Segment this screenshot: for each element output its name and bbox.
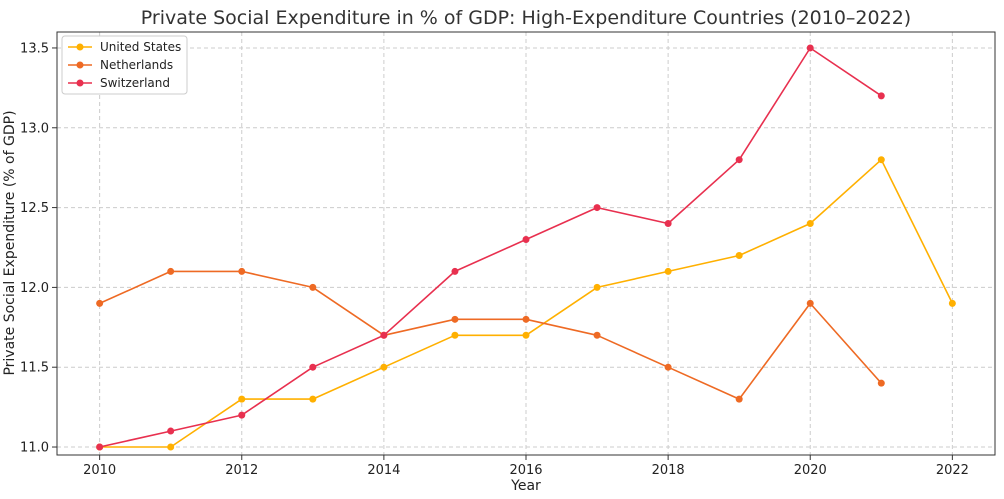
legend-label: Netherlands [100, 58, 173, 72]
data-point-switzerland [877, 92, 885, 100]
data-point-switzerland [451, 267, 459, 275]
y-tick-label: 12.0 [20, 281, 49, 296]
data-point-netherlands [167, 267, 175, 275]
x-tick-label: 2012 [225, 463, 258, 478]
data-point-netherlands [309, 283, 317, 291]
data-point-switzerland [96, 443, 104, 451]
x-tick-label: 2020 [794, 463, 827, 478]
y-tick-label: 11.5 [20, 361, 49, 376]
data-point-switzerland [380, 331, 388, 339]
data-point-united-states [238, 395, 246, 403]
data-point-netherlands [593, 331, 601, 339]
data-point-netherlands [96, 299, 104, 307]
y-tick-label: 12.5 [20, 201, 49, 216]
data-point-netherlands [664, 363, 672, 371]
grid [57, 32, 995, 455]
x-axis-label: Year [510, 478, 541, 494]
data-point-netherlands [451, 315, 459, 323]
data-point-united-states [948, 299, 956, 307]
data-point-switzerland [664, 220, 672, 228]
legend-swatch-marker [76, 43, 84, 51]
data-point-netherlands [877, 379, 885, 387]
series-netherlands [96, 267, 885, 403]
x-tick-label: 2016 [509, 463, 542, 478]
legend-item-switzerland: Switzerland [68, 76, 170, 90]
data-point-united-states [877, 156, 885, 164]
y-tick-label: 11.0 [20, 441, 49, 456]
x-tick-label: 2022 [936, 463, 969, 478]
data-point-united-states [451, 331, 459, 339]
legend-swatch-marker [76, 79, 84, 87]
series-switzerland [96, 44, 885, 451]
y-tick-label: 13.0 [20, 121, 49, 136]
series-layer [96, 44, 956, 451]
data-point-switzerland [522, 236, 530, 244]
data-point-united-states [309, 395, 317, 403]
y-axis-label: Private Social Expenditure (% of GDP) [2, 110, 18, 375]
legend-label: United States [100, 40, 181, 54]
legend-label: Switzerland [100, 76, 170, 90]
data-point-united-states [522, 331, 530, 339]
data-point-switzerland [806, 44, 814, 52]
series-line-netherlands [99, 270, 882, 400]
legend-item-netherlands: Netherlands [68, 58, 173, 72]
legend-box [61, 35, 188, 95]
legend: United States Netherlands Switzerland [61, 35, 188, 95]
legend-item-united-states: United States [68, 40, 181, 54]
axis-ticks: 2010 2012 2014 2016 2018 2020 2022 11.0 11.5 12.0… [20, 41, 969, 478]
data-point-netherlands [522, 315, 530, 323]
x-tick-label: 2014 [367, 463, 400, 478]
x-tick-label: 2010 [83, 463, 116, 478]
legend-swatch-marker [76, 61, 84, 69]
data-point-united-states [735, 251, 743, 259]
data-point-united-states [664, 267, 672, 275]
data-point-switzerland [593, 204, 601, 212]
data-point-switzerland [238, 411, 246, 419]
data-point-united-states [806, 220, 814, 228]
data-point-netherlands [238, 267, 246, 275]
y-tick-label: 13.5 [20, 41, 49, 56]
data-point-netherlands [735, 395, 743, 403]
x-tick-label: 2018 [652, 463, 685, 478]
data-point-switzerland [167, 427, 175, 435]
data-point-united-states [593, 283, 601, 291]
data-point-united-states [167, 443, 175, 451]
data-point-switzerland [735, 156, 743, 164]
chart-title: Private Social Expenditure in % of GDP: … [141, 7, 911, 29]
data-point-united-states [380, 363, 388, 371]
data-point-netherlands [806, 299, 814, 307]
series-line-switzerland [99, 47, 882, 448]
data-point-switzerland [309, 363, 317, 371]
